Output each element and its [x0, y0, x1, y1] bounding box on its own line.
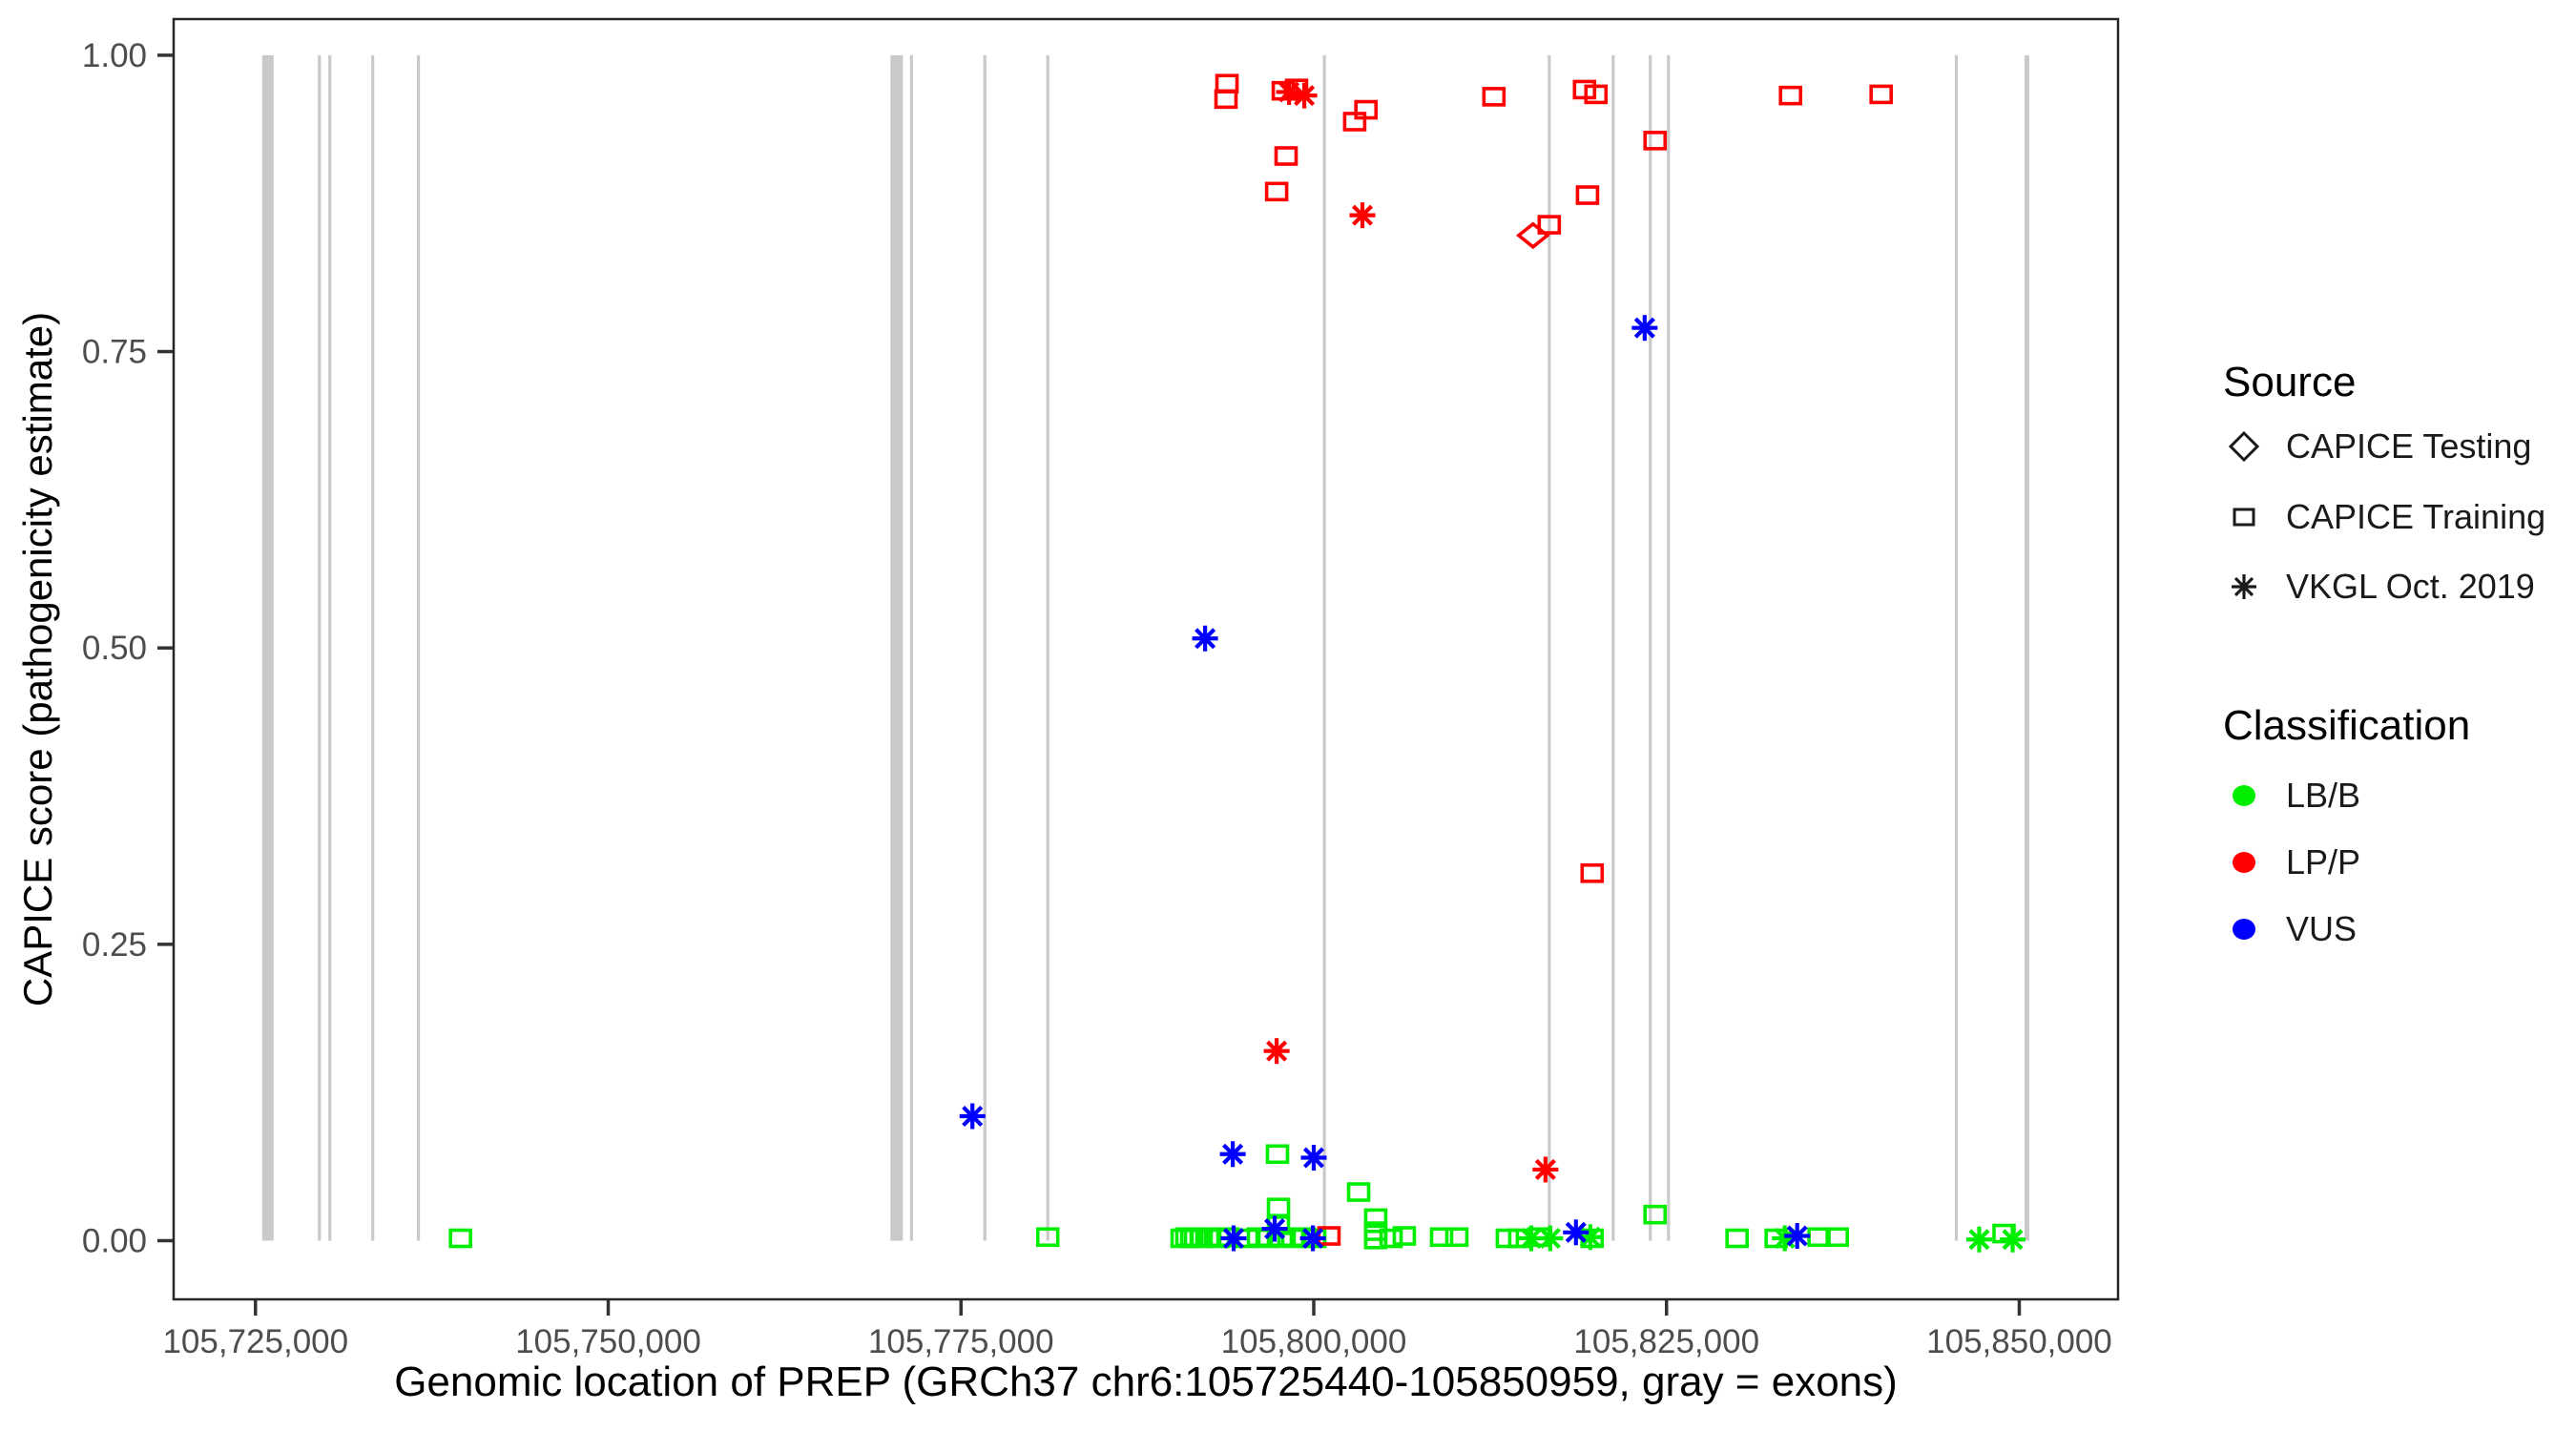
exon-line [909, 54, 913, 1241]
exon-line [2024, 54, 2029, 1241]
data-point-asterisk [1299, 1225, 1326, 1252]
data-point-diamond [1515, 221, 1550, 250]
data-point-square [1264, 181, 1289, 202]
lpp-color-dot [2233, 852, 2255, 873]
data-point-asterisk [1263, 1038, 1290, 1065]
legend-item-lbb: LB/B [2223, 769, 2360, 822]
data-point-square [1266, 1197, 1291, 1217]
legend-item-capice-training: CAPICE Training [2223, 490, 2545, 544]
data-point-square [1317, 1226, 1341, 1246]
data-point-asterisk [1965, 1226, 1992, 1253]
exon-line [1322, 54, 1326, 1241]
exon-line [983, 54, 987, 1241]
data-point-square [1580, 862, 1605, 883]
data-point-asterisk [959, 1103, 986, 1130]
data-point-square [1495, 1228, 1520, 1249]
data-point-asterisk [1192, 625, 1218, 652]
legend-item-label: VUS [2286, 909, 2358, 948]
exon-line [1667, 54, 1671, 1241]
data-point-asterisk [1537, 1225, 1564, 1252]
panel-border [172, 17, 2120, 1301]
data-point-square [1363, 1229, 1388, 1250]
x-tick-label: 105,775,000 [868, 1323, 1054, 1360]
y-axis-title: CAPICE score (pathogenicity estimate) [15, 311, 60, 1007]
legend-item-label: LB/B [2286, 776, 2361, 815]
exon-line [1611, 54, 1615, 1241]
y-tick-label: 0.75 [82, 334, 147, 371]
data-point-asterisk [1219, 1141, 1246, 1168]
data-point-asterisk [1349, 202, 1376, 229]
legend-item-label: VKGL Oct. 2019 [2286, 567, 2535, 606]
data-point-square [1215, 73, 1239, 94]
legend-source-title: Source [2223, 359, 2357, 405]
square-icon [2223, 496, 2265, 538]
exon-line [371, 54, 375, 1241]
data-point-square [1265, 1144, 1290, 1165]
data-point-asterisk [1291, 82, 1318, 109]
data-point-square [1537, 215, 1562, 235]
data-point-square [1392, 1226, 1417, 1246]
data-point-square [1363, 1208, 1388, 1229]
legend-item-label: CAPICE Training [2286, 497, 2546, 536]
legend-item-vus: VUS [2223, 902, 2357, 956]
data-point-asterisk [1563, 1219, 1589, 1246]
data-point-square [1379, 1228, 1403, 1249]
lbb-color-dot [2233, 785, 2255, 806]
exon-line [1954, 54, 1959, 1241]
vus-color-dot [2233, 919, 2255, 940]
exon-line [1649, 54, 1652, 1241]
data-point-asterisk [1784, 1223, 1811, 1250]
x-tick-label: 105,850,000 [1926, 1323, 2112, 1360]
data-point-asterisk [1532, 1156, 1559, 1183]
data-point-square [448, 1228, 472, 1249]
exon-line [890, 54, 904, 1241]
data-point-square [1354, 99, 1379, 120]
legend-item-vkgl: VKGL Oct. 2019 [2223, 560, 2535, 613]
data-point-square [1869, 84, 1893, 105]
asterisk-icon [2223, 566, 2265, 608]
y-tick-label: 0.50 [82, 630, 147, 667]
exon-line [1046, 54, 1049, 1241]
exon-line [261, 54, 274, 1241]
data-point-asterisk [2000, 1226, 2026, 1253]
y-tick-label: 0.25 [82, 926, 147, 964]
data-point-square [1643, 131, 1668, 151]
exon-line [318, 54, 322, 1241]
data-point-asterisk [1220, 1225, 1247, 1252]
legend-item-lpp: LP/P [2223, 836, 2360, 889]
x-tick-label: 105,825,000 [1573, 1323, 1759, 1360]
legend-item-capice-testing: CAPICE Testing [2223, 420, 2531, 473]
y-tick-label: 1.00 [82, 37, 147, 74]
diamond-icon [2223, 425, 2265, 467]
legend-item-label: LP/P [2286, 842, 2361, 881]
data-point-square [1035, 1227, 1060, 1248]
x-axis-title: Genomic location of PREP (GRCh37 chr6:10… [394, 1358, 1898, 1405]
legend-classification-title: Classification [2223, 702, 2471, 749]
data-point-square [1725, 1228, 1749, 1249]
x-tick-label: 105,750,000 [515, 1323, 701, 1360]
data-point-asterisk [1300, 1145, 1327, 1172]
data-point-asterisk [1631, 315, 1658, 342]
data-point-square [1274, 146, 1298, 166]
data-point-square [1575, 185, 1600, 205]
data-point-asterisk [1276, 78, 1302, 105]
legend-item-label: CAPICE Testing [2286, 426, 2532, 466]
exon-line [1548, 54, 1551, 1241]
x-tick-label: 105,725,000 [162, 1323, 348, 1360]
data-point-square [1429, 1227, 1454, 1248]
data-point-square [1482, 87, 1506, 107]
data-point-square [1444, 1227, 1469, 1248]
data-point-asterisk [1261, 1215, 1288, 1242]
data-point-square [1643, 1204, 1668, 1225]
data-point-square [1584, 84, 1609, 105]
data-point-square [1346, 1182, 1371, 1202]
x-tick-label: 105,800,000 [1221, 1323, 1407, 1360]
y-tick-label: 0.00 [82, 1222, 147, 1259]
data-point-square [1825, 1227, 1849, 1248]
exon-line [416, 54, 421, 1241]
data-point-square [1778, 85, 1803, 106]
exon-line [328, 54, 332, 1241]
